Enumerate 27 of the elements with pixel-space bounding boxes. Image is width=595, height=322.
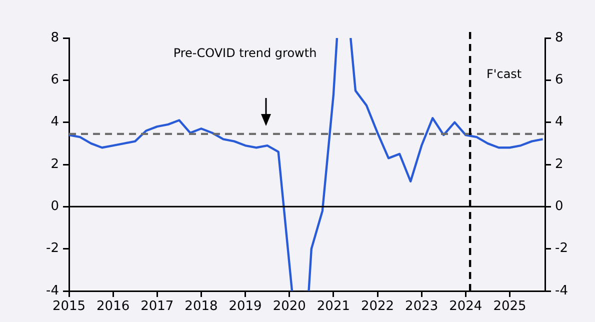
x-tick-label: 2022 (360, 299, 394, 314)
x-tick-label: 2023 (405, 299, 438, 314)
annotation: Pre-COVID trend growth (173, 46, 317, 60)
y2-tick-label: 6 (555, 72, 564, 88)
y-tick-label: -4 (46, 283, 59, 298)
x-tick-label: 2020 (272, 299, 306, 314)
x-tick-label: 2017 (140, 299, 174, 314)
y-tick-label: 6 (50, 72, 59, 88)
y-tick-label: 8 (50, 30, 59, 46)
y2-tick-label: -4 (555, 283, 568, 298)
y2-tick-label: -2 (555, 241, 568, 256)
y-tick-label: 0 (50, 199, 59, 214)
x-tick-label: 2015 (52, 299, 86, 314)
y-tick-label: -2 (46, 241, 59, 256)
x-tick-label: 2018 (184, 299, 218, 314)
x-tick-label: 2024 (449, 299, 482, 314)
y-tick-label: 2 (50, 156, 59, 172)
y2-tick-label: 8 (555, 30, 564, 46)
x-tick-label: 2016 (96, 299, 130, 314)
x-tick-label: 2019 (228, 299, 262, 314)
y2-tick-label: 2 (555, 156, 564, 172)
y-tick-label: 4 (50, 114, 59, 130)
y2-tick-label: 0 (555, 199, 564, 214)
ref-line-label: F'cast (486, 67, 522, 82)
y2-tick-label: 4 (555, 114, 564, 130)
x-tick-label: 2021 (316, 299, 350, 314)
x-tick-label: 2025 (493, 299, 526, 314)
